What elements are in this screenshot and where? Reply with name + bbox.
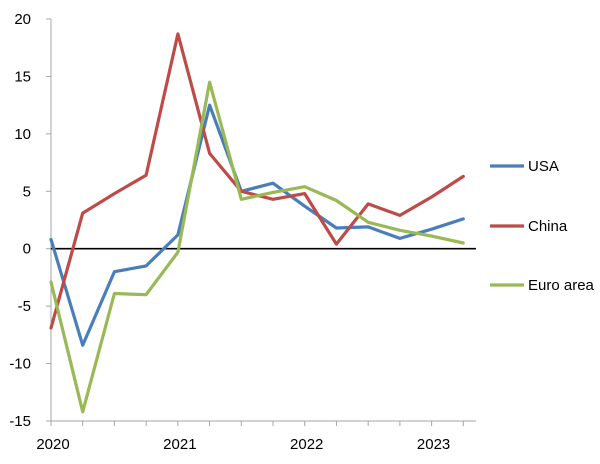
y-tick-label: -10 [9,356,31,373]
chart-axes [46,18,476,426]
series-lines [49,32,465,414]
x-tick-label: 2021 [163,436,196,453]
x-tick-label: 2023 [417,436,450,453]
series-line-euro-area [49,80,465,414]
series-line-usa [49,103,465,347]
y-tick-label: -5 [18,298,31,315]
y-tick-label: -15 [9,413,31,430]
legend-label-usa: USA [528,158,559,175]
y-tick-labels: 20 15 10 5 0 -5 -10 -15 [9,11,31,430]
y-tick-label: 20 [14,11,31,28]
y-tick-label: 15 [14,68,31,85]
y-tick-label: 0 [23,241,31,258]
x-tick-label: 2022 [290,436,323,453]
series-line-china [49,32,465,330]
legend-label-euro-area: Euro area [528,277,595,294]
x-tick-label: 2020 [36,436,69,453]
y-tick-label: 5 [23,183,31,200]
x-tick-labels: 2020 2021 2022 2023 [36,436,450,453]
y-tick-label: 10 [14,126,31,143]
legend-label-china: China [528,218,568,235]
legend: USA China Euro area [490,158,595,294]
